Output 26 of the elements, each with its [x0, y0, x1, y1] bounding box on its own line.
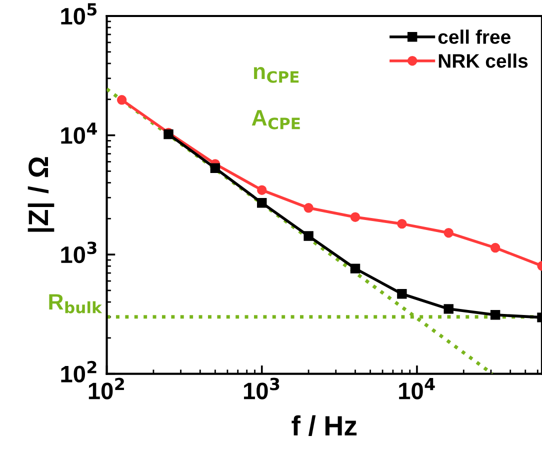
- y-tick-label: 10$^{4}$: [61, 122, 97, 144]
- x-tick-label: 10$^{3}$: [244, 378, 280, 400]
- point: [397, 218, 407, 229]
- point: [257, 185, 267, 195]
- x-tick-label: 10$^{4}$: [399, 378, 435, 400]
- y-tick-label: 10$^{5}$: [61, 3, 97, 25]
- point: [304, 231, 314, 241]
- legend-label: NRK cells: [438, 54, 528, 68]
- y-tick-label: 10$^{3}$: [61, 242, 96, 264]
- point: [116, 95, 127, 105]
- point: [210, 163, 220, 174]
- point: [397, 289, 407, 299]
- point: [490, 242, 500, 253]
- legend-label: cell free: [438, 30, 510, 44]
- annotation: n$_{CPE}$: [254, 66, 299, 83]
- point: [257, 198, 267, 208]
- annotation: A$_{CPE}$: [252, 110, 300, 130]
- point: [490, 310, 500, 320]
- ref-line-label: R$_{bulk}$: [49, 294, 102, 314]
- point: [350, 212, 360, 222]
- point: [444, 228, 454, 238]
- point: [444, 304, 454, 314]
- x-axis-title: f / Hz: [292, 415, 357, 436]
- point: [350, 264, 360, 274]
- y-axis-title: |Z| / Ω: [28, 157, 54, 232]
- point: [304, 203, 314, 213]
